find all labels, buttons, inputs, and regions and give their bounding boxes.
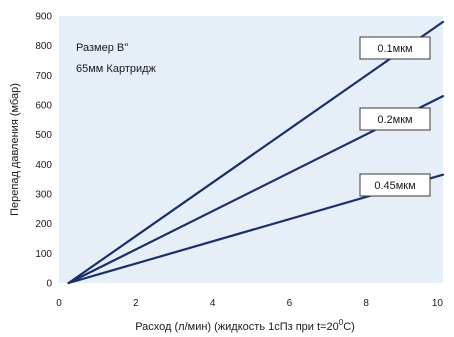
- series-labels: 0.1мкм 0.2мкм 0.45мкм: [359, 36, 431, 197]
- y-tick-label: 600: [35, 101, 52, 112]
- y-tick-label: 0: [46, 279, 52, 290]
- series-label-box: [359, 173, 431, 197]
- annotation-cartridge: 65мм Картридж: [76, 63, 157, 75]
- series-label-box: [359, 36, 431, 60]
- series-line: [67, 20, 445, 285]
- y-tick-label: 300: [35, 190, 52, 201]
- x-axis-title-superscript: 0: [339, 318, 344, 327]
- y-tick-label: 500: [35, 130, 52, 141]
- series-label-box: [359, 107, 431, 131]
- x-tick-label: 8: [363, 298, 369, 309]
- x-axis-title-end: C): [343, 321, 355, 333]
- y-axis-title: Перепад давления (мбар): [9, 83, 21, 216]
- x-axis-title-main: Расход (л/мин) (жидкость 1сПз при t=20: [135, 321, 339, 333]
- x-axis-ticks: 0 2 4 6 8 10: [56, 298, 443, 309]
- y-tick-label: 200: [35, 219, 52, 230]
- y-tick-label: 400: [35, 160, 52, 171]
- x-axis-title: Расход (л/мин) (жидкость 1сПз при t=200C…: [135, 318, 355, 333]
- x-tick-label: 4: [210, 298, 216, 309]
- plot-area: [59, 16, 443, 283]
- y-tick-label: 100: [35, 249, 52, 260]
- y-tick-label: 800: [35, 41, 52, 52]
- x-tick-label: 0: [56, 298, 62, 309]
- annotation-size: Размер В'': [76, 42, 128, 54]
- series-label: 0.1мкм: [377, 43, 412, 55]
- series-label: 0.45мкм: [374, 180, 415, 192]
- y-tick-label: 700: [35, 71, 52, 82]
- x-tick-label: 2: [133, 298, 139, 309]
- x-tick-label: 10: [432, 298, 444, 309]
- y-axis-ticks: 0 100 200 300 400 500 600 700 800 900: [35, 12, 52, 290]
- y-tick-label: 900: [35, 12, 52, 23]
- x-tick-label: 6: [287, 298, 293, 309]
- series-label: 0.2мкм: [377, 114, 412, 126]
